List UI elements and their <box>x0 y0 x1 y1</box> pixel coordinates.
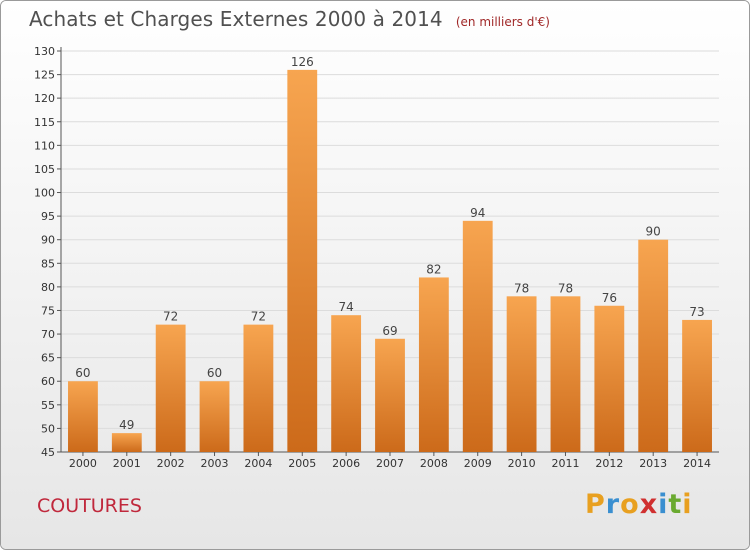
data-label: 73 <box>689 305 704 319</box>
bar <box>111 433 142 452</box>
logo-letter: P <box>585 489 606 520</box>
x-tick-label: 2001 <box>113 457 141 470</box>
y-tick-label: 95 <box>41 210 55 223</box>
x-tick-label: 2012 <box>595 457 623 470</box>
data-label: 76 <box>602 291 617 305</box>
y-tick-label: 120 <box>34 92 55 105</box>
bar <box>243 324 274 452</box>
data-label: 78 <box>558 281 573 295</box>
y-tick-label: 130 <box>34 45 55 58</box>
y-tick-label: 60 <box>41 375 55 388</box>
y-tick-label: 85 <box>41 257 55 270</box>
data-label: 74 <box>338 300 353 314</box>
bar <box>199 381 230 452</box>
y-tick-label: 45 <box>41 446 55 459</box>
bar <box>594 305 625 452</box>
x-tick-label: 2002 <box>157 457 185 470</box>
bar <box>506 296 537 452</box>
x-tick-label: 2009 <box>464 457 492 470</box>
y-tick-label: 50 <box>41 422 55 435</box>
y-tick-label: 90 <box>41 234 55 247</box>
y-tick-label: 55 <box>41 399 55 412</box>
logo-letter: x <box>639 489 659 520</box>
y-tick-label: 100 <box>34 187 55 200</box>
bar <box>68 381 98 452</box>
x-tick-label: 2000 <box>69 457 97 470</box>
logo-letter: t <box>668 489 683 520</box>
x-tick-label: 2011 <box>551 457 579 470</box>
x-tick-label: 2010 <box>508 457 536 470</box>
y-tick-label: 110 <box>34 139 55 152</box>
y-tick-label: 125 <box>34 69 55 82</box>
bar <box>682 319 712 452</box>
bars <box>68 69 712 452</box>
logo-letter: o <box>620 489 640 520</box>
x-tick-label: 2014 <box>683 457 711 470</box>
x-tick-label: 2008 <box>420 457 448 470</box>
y-tick-label: 80 <box>41 281 55 294</box>
data-label: 78 <box>514 281 529 295</box>
bar <box>375 338 405 452</box>
bar <box>462 220 493 452</box>
x-tick-label: 2004 <box>244 457 272 470</box>
data-label: 90 <box>646 225 661 239</box>
proxiti-logo: Proxiti <box>585 489 693 520</box>
commune-name: COUTURES <box>37 495 142 517</box>
bar <box>418 277 449 452</box>
bar <box>287 69 318 452</box>
data-label: 72 <box>163 310 178 324</box>
logo-letter: r <box>605 489 621 520</box>
chart-unit: (en milliers d'€) <box>455 15 550 29</box>
data-label: 72 <box>251 310 266 324</box>
y-tick-label: 70 <box>41 328 55 341</box>
y-tick-label: 65 <box>41 352 55 365</box>
data-label: 69 <box>382 324 397 338</box>
data-label: 60 <box>75 366 90 380</box>
x-tick-label: 2007 <box>376 457 404 470</box>
title-row: Achats et Charges Externes 2000 à 2014 (… <box>29 7 550 31</box>
y-tick-label: 105 <box>34 163 55 176</box>
data-label: 94 <box>470 206 485 220</box>
bar <box>638 239 669 452</box>
logo-letter: i <box>658 489 669 520</box>
bar <box>155 324 186 452</box>
data-label: 82 <box>426 262 441 276</box>
x-tick-label: 2006 <box>332 457 360 470</box>
bar <box>550 296 581 452</box>
x-tick-label: 2003 <box>201 457 229 470</box>
data-label: 60 <box>207 366 222 380</box>
x-tick-label: 2013 <box>639 457 667 470</box>
logo-letter: i <box>682 489 693 520</box>
data-label: 126 <box>291 55 314 69</box>
chart-title: Achats et Charges Externes 2000 à 2014 <box>29 7 443 31</box>
y-tick-label: 75 <box>41 304 55 317</box>
x-tick-label: 2005 <box>288 457 316 470</box>
labels: 45 50 55 60 65 70 75 80 85 90 95 100 105 110 115 120 125… <box>34 45 711 470</box>
data-label: 49 <box>119 418 134 432</box>
y-tick-label: 115 <box>34 116 55 129</box>
bar <box>331 315 362 452</box>
